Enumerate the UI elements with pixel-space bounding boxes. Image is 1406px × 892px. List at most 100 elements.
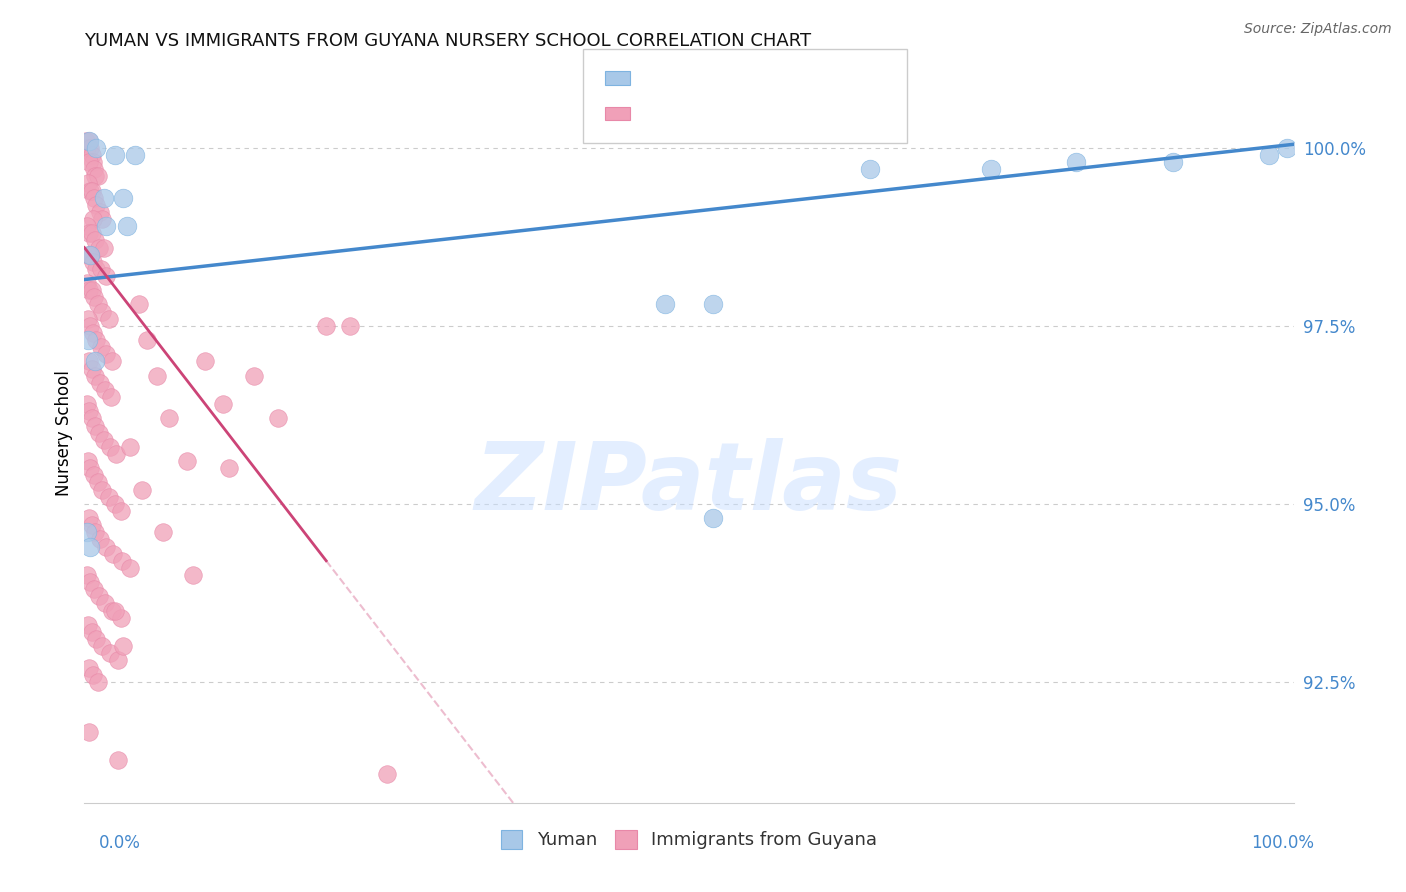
Text: ZIPatlas: ZIPatlas: [475, 439, 903, 531]
Point: [242, 368, 264, 383]
Point: [75, 134, 97, 148]
Point: [112, 639, 135, 653]
Point: [86, 674, 108, 689]
Point: [76, 397, 98, 411]
Point: [375, 767, 398, 781]
Text: 0.0%: 0.0%: [98, 834, 141, 852]
Point: [77, 404, 100, 418]
Point: [79, 575, 101, 590]
Point: [86, 632, 108, 646]
Point: [86, 261, 108, 276]
Point: [76, 219, 98, 234]
Point: [79, 540, 101, 554]
Legend: Yuman, Immigrants from Guyana: Yuman, Immigrants from Guyana: [494, 823, 884, 856]
Point: [1258, 148, 1281, 162]
Point: [84, 169, 107, 184]
Point: [157, 411, 180, 425]
Point: [110, 504, 132, 518]
Point: [82, 212, 104, 227]
Point: [91, 212, 114, 227]
Point: [82, 667, 104, 681]
Point: [80, 361, 103, 376]
Text: R =: R =: [641, 65, 682, 83]
Point: [120, 561, 142, 575]
Point: [77, 660, 100, 674]
Point: [1064, 155, 1087, 169]
Point: [89, 533, 111, 547]
Point: [93, 433, 115, 447]
Point: [86, 475, 108, 490]
Point: [89, 205, 111, 219]
Point: [77, 617, 100, 632]
Point: [79, 247, 101, 261]
Point: [267, 411, 290, 425]
Point: [87, 425, 110, 440]
Point: [90, 261, 112, 276]
Point: [77, 283, 100, 297]
Point: [94, 597, 117, 611]
Point: [176, 454, 198, 468]
Point: [83, 162, 105, 177]
Point: [101, 354, 124, 368]
Point: [80, 148, 103, 162]
Point: [80, 227, 103, 241]
Point: [100, 390, 122, 404]
Point: [702, 297, 724, 311]
Point: [76, 568, 98, 582]
Point: [94, 347, 117, 361]
Point: [120, 440, 142, 454]
Point: [76, 525, 98, 540]
Point: [79, 247, 101, 261]
Point: [76, 141, 98, 155]
Point: [1277, 141, 1299, 155]
Point: [107, 753, 129, 767]
Point: [77, 724, 100, 739]
Point: [84, 368, 107, 383]
Point: [91, 483, 114, 497]
Point: [339, 318, 361, 333]
Point: [115, 219, 138, 234]
Point: [146, 368, 169, 383]
Point: [1161, 155, 1184, 169]
Text: R =: R =: [641, 101, 678, 119]
Point: [98, 646, 121, 660]
Point: [76, 276, 98, 290]
Point: [91, 304, 114, 318]
Point: [80, 184, 103, 198]
Point: [90, 340, 112, 354]
Point: [654, 297, 676, 311]
Point: [91, 639, 114, 653]
Text: 22: 22: [772, 65, 793, 83]
Point: [80, 518, 103, 533]
Point: [77, 454, 100, 468]
Point: [89, 376, 111, 390]
Point: [94, 540, 117, 554]
Point: [212, 397, 235, 411]
Point: [86, 169, 108, 184]
Text: Source: ZipAtlas.com: Source: ZipAtlas.com: [1244, 22, 1392, 37]
Point: [77, 134, 100, 148]
Point: [101, 604, 124, 618]
Text: 100.0%: 100.0%: [1251, 834, 1315, 852]
Text: 116: 116: [772, 101, 804, 119]
Point: [107, 653, 129, 667]
Point: [131, 483, 153, 497]
Point: [80, 624, 103, 639]
Point: [218, 461, 240, 475]
Point: [124, 148, 146, 162]
Point: [980, 162, 1002, 177]
Point: [86, 198, 108, 212]
Point: [77, 177, 100, 191]
Y-axis label: Nursery School: Nursery School: [55, 369, 73, 496]
Point: [859, 162, 882, 177]
Point: [77, 227, 100, 241]
Point: [83, 468, 105, 483]
Point: [93, 241, 115, 255]
Point: [112, 191, 135, 205]
Point: [84, 354, 107, 368]
Point: [194, 354, 217, 368]
Point: [111, 554, 134, 568]
Point: [77, 333, 100, 347]
Point: [77, 134, 100, 148]
Point: [136, 333, 159, 347]
